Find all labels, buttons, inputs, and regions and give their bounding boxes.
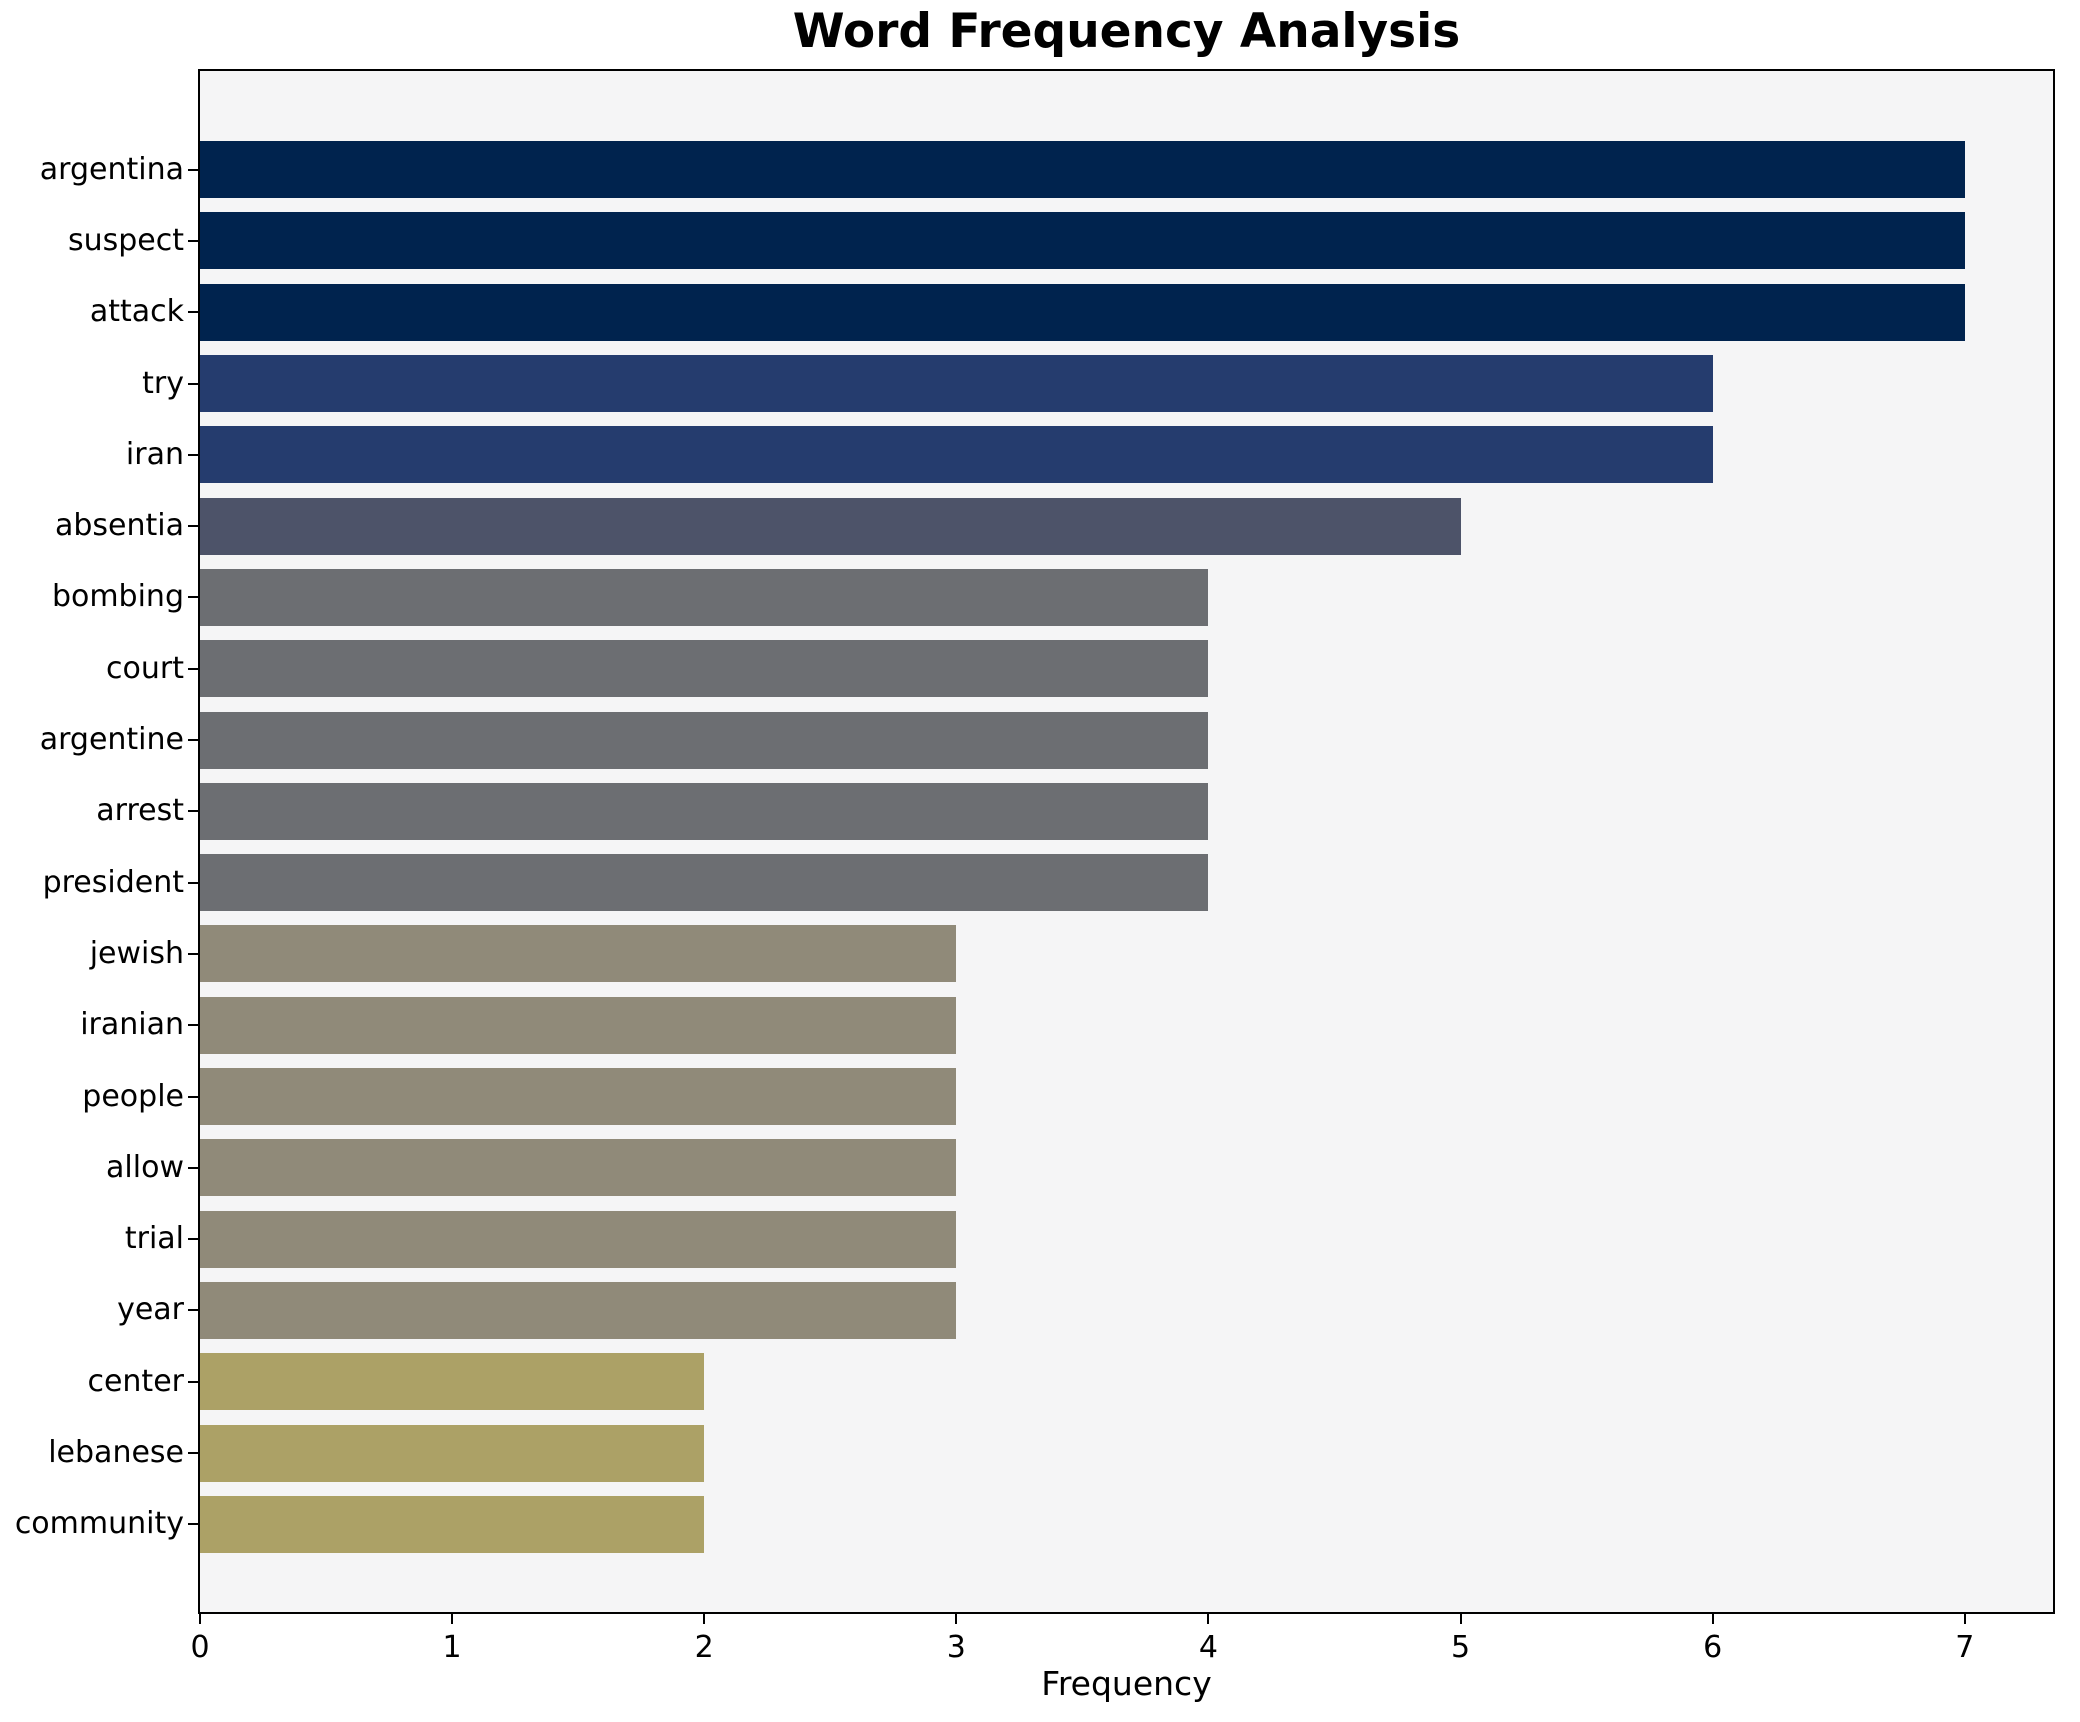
y-tick-mark (188, 667, 198, 670)
y-tick-mark (188, 1166, 198, 1169)
y-tick-label-suspect: suspect (67, 222, 184, 258)
x-axis-title: Frequency (1041, 1664, 1212, 1703)
bar-try (200, 355, 1713, 413)
y-tick-mark (188, 1380, 198, 1383)
y-tick-label-court: court (106, 650, 184, 686)
x-tick-mark (1459, 1614, 1462, 1624)
y-tick-label-attack: attack (89, 294, 184, 330)
y-tick-label-year: year (117, 1292, 184, 1328)
y-tick-label-people: people (82, 1078, 184, 1114)
y-tick-mark (188, 952, 198, 955)
bar-iranian (200, 996, 957, 1054)
bar-arrest (200, 782, 1209, 840)
y-tick-mark (188, 453, 198, 456)
x-tick-mark (199, 1614, 201, 1624)
y-tick-label-trial: trial (124, 1221, 184, 1257)
x-tick-label-4: 4 (1198, 1630, 1218, 1665)
chart-title: Word Frequency Analysis (792, 4, 1461, 59)
y-tick-label-community: community (14, 1506, 184, 1542)
bar-absentia (200, 497, 1461, 555)
bar-jewish (200, 925, 957, 983)
bar-trial (200, 1210, 957, 1268)
x-tick-mark (1207, 1614, 1210, 1624)
y-tick-mark (188, 1024, 198, 1027)
x-tick-mark (1711, 1614, 1714, 1624)
y-tick-label-absentia: absentia (54, 508, 184, 544)
plot-area: argentina suspect attack try iran absentia bom… (15, 69, 2055, 1703)
y-tick-mark (188, 1238, 198, 1241)
y-tick-label-center: center (87, 1363, 184, 1399)
x-tick-mark (1963, 1614, 1966, 1624)
y-tick-mark (188, 311, 198, 314)
y-tick-label-bombing: bombing (51, 579, 184, 615)
x-tick-label-6: 6 (1703, 1630, 1723, 1665)
y-tick-label-argentina: argentina (39, 151, 184, 187)
bar-argentina (200, 141, 1965, 199)
y-tick-label-iran: iran (125, 436, 184, 472)
bar-people (200, 1068, 957, 1126)
bar-court (200, 640, 1209, 698)
y-tick-label-president: president (42, 864, 184, 900)
x-tick-label-0: 0 (190, 1630, 210, 1665)
bar-allow (200, 1139, 957, 1197)
y-tick-label-iranian: iranian (80, 1007, 184, 1043)
y-tick-label-arrest: arrest (96, 793, 184, 829)
y-tick-mark (188, 881, 198, 884)
y-tick-label-argentine: argentine (39, 722, 184, 758)
y-tick-mark (188, 1309, 198, 1312)
x-tick-label-3: 3 (946, 1630, 966, 1665)
x-tick-label-1: 1 (442, 1630, 462, 1665)
bar-community (200, 1495, 705, 1553)
bar-bombing (200, 568, 1209, 626)
x-tick-label-5: 5 (1450, 1630, 1471, 1665)
x-tick-mark (955, 1614, 958, 1624)
y-tick-mark (188, 596, 198, 599)
y-tick-mark (188, 1452, 198, 1455)
y-tick-mark (188, 1095, 198, 1098)
bar-argentine (200, 711, 1209, 769)
x-tick-label-7: 7 (1955, 1630, 1975, 1665)
bar-president (200, 854, 1209, 912)
bar-attack (200, 283, 1965, 341)
bar-center (200, 1353, 705, 1411)
y-tick-label-jewish: jewish (89, 935, 184, 971)
bar-iran (200, 426, 1713, 484)
y-tick-mark (188, 810, 198, 813)
bar-year (200, 1281, 957, 1339)
bar-lebanese (200, 1424, 705, 1482)
y-tick-mark (188, 1523, 198, 1526)
y-tick-label-try: try (142, 365, 184, 401)
x-tick-label-2: 2 (694, 1630, 714, 1665)
y-tick-label-allow: allow (106, 1149, 184, 1185)
y-tick-mark (188, 739, 198, 742)
y-tick-label-lebanese: lebanese (48, 1435, 184, 1471)
x-tick-mark (451, 1614, 454, 1624)
y-tick-mark (188, 168, 198, 171)
bar-suspect (200, 212, 1965, 270)
y-tick-mark (188, 525, 198, 528)
y-tick-mark (188, 239, 198, 242)
y-tick-mark (188, 382, 198, 385)
x-tick-mark (703, 1614, 706, 1624)
